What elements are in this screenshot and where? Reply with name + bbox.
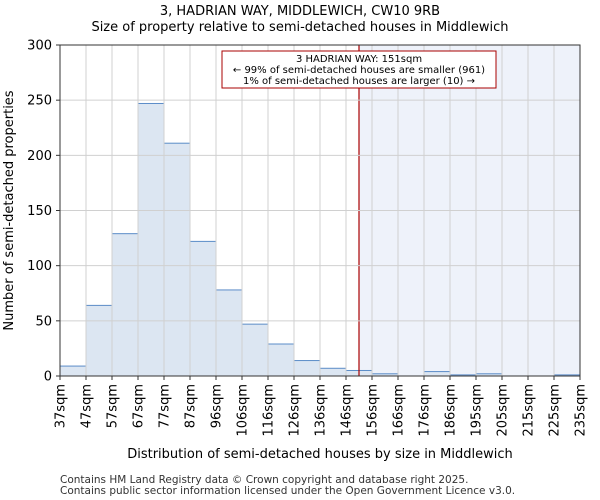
x-tick-label: 195sqm <box>470 384 485 437</box>
x-tick-label: 116sqm <box>262 384 277 437</box>
x-tick-label: 96sqm <box>210 384 225 428</box>
y-tick-label: 200 <box>27 149 52 164</box>
x-tick-label: 47sqm <box>80 384 95 428</box>
histogram-bar <box>423 371 451 377</box>
chart-title: 3, HADRIAN WAY, MIDDLEWICH, CW10 9RB <box>159 4 441 19</box>
histogram-bar <box>137 102 165 377</box>
y-axis-label: Number of semi-detached properties <box>2 90 17 330</box>
footer-line-2: Contains public sector information licen… <box>60 485 516 497</box>
histogram-bar <box>85 304 113 377</box>
x-tick-label: 235sqm <box>574 384 589 437</box>
footer-line-1: Contains HM Land Registry data © Crown c… <box>60 474 469 486</box>
x-tick-label: 136sqm <box>314 384 329 437</box>
histogram-bar <box>319 367 347 377</box>
x-tick-label: 87sqm <box>184 384 199 428</box>
histogram-bar <box>111 233 139 377</box>
y-tick-label: 50 <box>35 314 52 329</box>
x-tick-label: 156sqm <box>366 384 381 437</box>
x-tick-label: 57sqm <box>106 384 121 428</box>
y-tick-label: 300 <box>27 39 52 54</box>
x-tick-label: 176sqm <box>418 384 433 437</box>
annotation-line-3: 1% of semi-detached houses are larger (1… <box>243 76 475 87</box>
x-tick-label: 225sqm <box>548 384 563 437</box>
x-tick-label: 37sqm <box>54 384 69 428</box>
annotation-line-1: 3 HADRIAN WAY: 151sqm <box>296 54 422 65</box>
x-tick-label: 186sqm <box>444 384 459 437</box>
y-tick-label: 0 <box>44 370 52 385</box>
histogram-bar <box>189 240 217 377</box>
y-tick-label: 250 <box>27 94 52 109</box>
annotation-box <box>221 50 497 89</box>
x-axis-label: Distribution of semi-detached houses by … <box>127 447 513 462</box>
histogram-bar <box>293 360 321 377</box>
x-tick-label: 77sqm <box>158 384 173 428</box>
histogram-bar <box>163 142 191 377</box>
x-tick-label: 126sqm <box>288 384 303 437</box>
x-tick-label: 146sqm <box>340 384 355 437</box>
x-tick-label: 106sqm <box>236 384 251 437</box>
histogram-bar <box>241 323 269 377</box>
histogram-bar <box>59 365 87 377</box>
y-tick-label: 150 <box>27 204 52 219</box>
histogram-bar <box>267 343 295 377</box>
x-tick-label: 67sqm <box>132 384 147 428</box>
x-tick-label: 166sqm <box>392 384 407 437</box>
annotation-line-2: ← 99% of semi-detached houses are smalle… <box>233 65 485 76</box>
x-tick-label: 215sqm <box>522 384 537 437</box>
y-tick-label: 100 <box>27 259 52 274</box>
chart-subtitle: Size of property relative to semi-detach… <box>91 20 509 35</box>
histogram-bar <box>215 289 243 377</box>
x-tick-label: 205sqm <box>496 384 511 437</box>
